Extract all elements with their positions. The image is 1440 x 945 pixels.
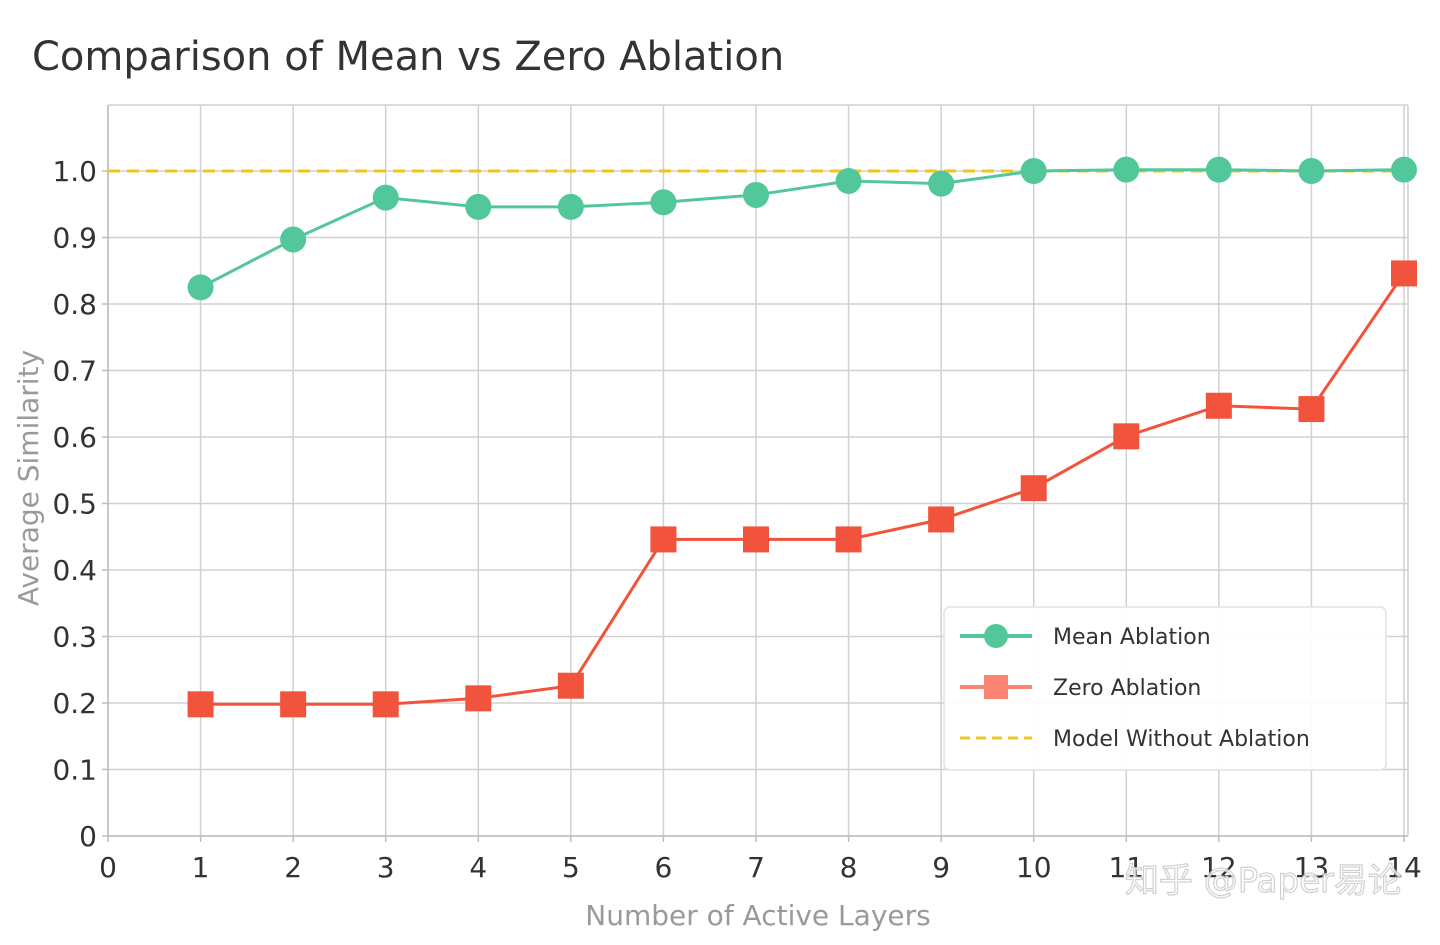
x-tick-label: 12: [1201, 851, 1237, 884]
data-point-zero-ablation: [372, 691, 399, 718]
x-tick-label: 10: [1016, 851, 1052, 884]
data-point-mean-ablation: [280, 226, 307, 253]
data-point-zero-ablation: [650, 526, 677, 553]
x-tick-labels: 0 1 2 3 4 5 6 7 8 9 10 11 12 13 14: [99, 836, 1422, 884]
legend-box: [943, 606, 1387, 771]
x-tick-label: 14: [1386, 851, 1422, 884]
data-point-mean-ablation: [187, 274, 214, 301]
y-tick-label: 0: [79, 820, 97, 853]
x-axis-label: Number of Active Layers: [585, 899, 930, 932]
data-point-zero-ablation: [1298, 396, 1325, 423]
data-point-zero-ablation: [1113, 423, 1140, 450]
y-tick-label: 0.4: [52, 554, 97, 587]
legend-marker-mean-ablation: [984, 624, 1008, 648]
x-tick-label: 2: [284, 851, 302, 884]
data-point-mean-ablation: [650, 189, 677, 216]
y-tick-label: 0.1: [52, 754, 97, 787]
data-point-mean-ablation: [372, 184, 399, 211]
y-tick-label: 0.7: [52, 355, 97, 388]
y-tick-label: 0.6: [52, 421, 97, 454]
legend: Mean Ablation Zero Ablation Model Without …: [943, 606, 1387, 771]
x-tick-label: 0: [99, 851, 117, 884]
data-point-zero-ablation: [557, 672, 584, 699]
watermark: 知乎 @Paper易论: [1125, 861, 1402, 901]
x-tick-label: 5: [562, 851, 580, 884]
y-tick-label: 0.2: [52, 687, 97, 720]
x-tick-label: 11: [1108, 851, 1144, 884]
data-point-mean-ablation: [835, 167, 862, 194]
y-tick-labels: 0 0.1 0.2 0.3 0.4 0.5 0.6 0.7 0.8 0.9 1.0: [52, 155, 108, 853]
y-tick-label: 0.3: [52, 621, 97, 654]
x-tick-label: 7: [747, 851, 765, 884]
data-point-mean-ablation: [1113, 156, 1140, 183]
y-tick-label: 1.0: [52, 155, 97, 188]
x-tick-label: 3: [377, 851, 395, 884]
data-point-zero-ablation: [187, 691, 214, 718]
chart-title: Comparison of Mean vs Zero Ablation: [32, 34, 784, 80]
axes: [107, 104, 1409, 837]
series-line-zero-ablation: [200, 272, 1406, 706]
series-line-mean-ablation: [199, 168, 1405, 289]
data-point-zero-ablation: [465, 685, 492, 712]
legend-label-model-without-ablation: Model Without Ablation: [1053, 727, 1310, 752]
x-tick-label: 4: [469, 851, 487, 884]
data-point-mean-ablation: [1205, 156, 1232, 183]
data-point-mean-ablation: [557, 193, 584, 220]
legend-marker-zero-ablation: [984, 675, 1008, 699]
data-point-zero-ablation: [1391, 260, 1417, 287]
legend-label-mean-ablation: Mean Ablation: [1053, 625, 1211, 650]
x-tick-label: 13: [1294, 851, 1330, 884]
data-point-mean-ablation: [743, 181, 769, 208]
data-point-mean-ablation: [1391, 156, 1417, 183]
data-point-zero-ablation: [280, 691, 307, 718]
x-tick-label: 9: [932, 851, 950, 884]
data-point-mean-ablation: [928, 170, 955, 197]
data-point-mean-ablation: [1020, 158, 1047, 184]
y-tick-label: 0.5: [52, 488, 97, 521]
y-tick-label: 0.9: [52, 222, 97, 255]
x-tick-label: 1: [192, 851, 210, 884]
data-point-zero-ablation: [835, 526, 862, 553]
data-point-zero-ablation: [1020, 475, 1047, 502]
y-tick-label: 0.8: [52, 288, 97, 321]
data-point-zero-ablation: [743, 526, 769, 553]
data-point-mean-ablation: [1298, 158, 1325, 184]
data-point-zero-ablation: [928, 506, 955, 533]
y-axis-label: Average Similarity: [12, 350, 45, 606]
legend-label-zero-ablation: Zero Ablation: [1053, 676, 1201, 701]
x-tick-label: 6: [655, 851, 673, 884]
x-tick-label: 8: [840, 851, 858, 884]
data-point-zero-ablation: [1205, 392, 1232, 419]
data-point-mean-ablation: [465, 193, 492, 220]
series-group: [187, 156, 1417, 718]
